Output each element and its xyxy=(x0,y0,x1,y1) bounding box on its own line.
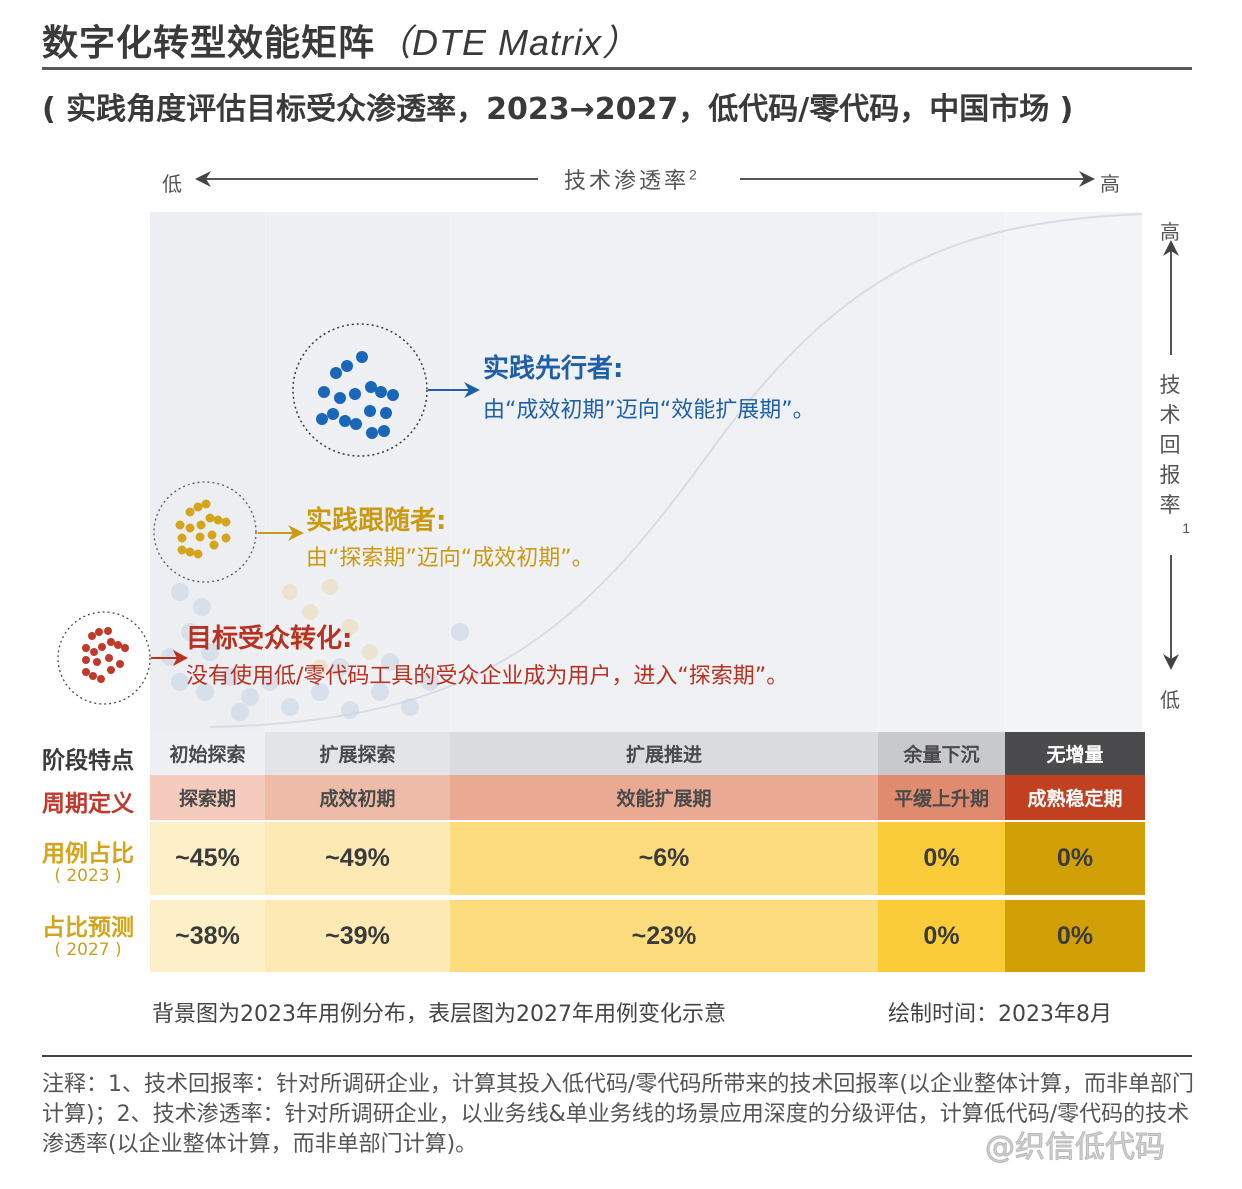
row-label-share-2027: 占比预测 xyxy=(42,915,134,941)
y-axis-down-arrow-icon xyxy=(1163,555,1179,670)
stage-cell-1: 初始探索 xyxy=(150,732,265,775)
page-subtitle: ( 实践角度评估目标受众渗透率，2023→2027，低代码/零代码，中国市场 ) xyxy=(42,92,1074,127)
drawn-time: 绘制时间：2023年8月 xyxy=(888,1002,1112,1027)
practice-followers-desc: 由“探索期”迈向“成效初期”。 xyxy=(306,546,594,571)
share-2023-cell-1: ~45% xyxy=(150,822,265,895)
s-curve xyxy=(161,213,1142,728)
period-cell-1: 探索期 xyxy=(150,775,265,820)
y-axis-up-arrow-icon xyxy=(1163,240,1179,355)
x-axis-label: 技术渗透率2 xyxy=(564,166,700,194)
practice-followers-title: 实践跟随者: xyxy=(306,506,447,536)
target-conversion-cluster-icon xyxy=(57,611,188,705)
share-2023-cell-2: ~49% xyxy=(265,822,450,895)
share-2027-cell-1: ~38% xyxy=(150,900,265,972)
x-axis-low-label: 低 xyxy=(162,172,182,196)
practice-leaders-desc: 由“成效初期”迈向“效能扩展期”。 xyxy=(483,398,815,423)
plot-band-mature xyxy=(1005,212,1142,732)
practice-followers-cluster-icon xyxy=(153,481,304,583)
matrix-plot-area xyxy=(150,212,1142,732)
share-2023-cell-3: ~6% xyxy=(450,822,878,895)
footnote-divider xyxy=(42,1055,1192,1057)
share-2027-cell-5: 0% xyxy=(1005,900,1145,972)
x-axis-high-label: 高 xyxy=(1100,172,1120,196)
stage-cell-3: 扩展推进 xyxy=(450,732,878,775)
watermark: @织信低代码 xyxy=(985,1130,1166,1166)
period-cell-5: 成熟稳定期 xyxy=(1005,775,1145,820)
share-2027-cell-3: ~23% xyxy=(450,900,878,972)
stage-cell-4: 余量下沉 xyxy=(878,732,1005,775)
x-axis-left-arrow-icon xyxy=(195,171,538,187)
period-cell-3: 效能扩展期 xyxy=(450,775,878,820)
period-cell-4: 平缓上升期 xyxy=(878,775,1005,820)
y-axis-high-label: 高 xyxy=(1160,220,1180,244)
y-axis-label: 技 术 回 报 率 1 xyxy=(1159,373,1191,536)
practice-leaders-cluster-icon xyxy=(292,323,480,457)
title-cn: 数字化转型效能矩阵 xyxy=(42,23,376,64)
practice-leaders-title: 实践先行者: xyxy=(483,354,624,384)
y-axis-low-label: 低 xyxy=(1160,688,1180,712)
stage-cell-5: 无增量 xyxy=(1005,732,1145,775)
x-axis-right-arrow-icon xyxy=(740,171,1095,187)
share-2027-cell-4: 0% xyxy=(878,900,1005,972)
page-title: 数字化转型效能矩阵（DTE Matrix） xyxy=(42,14,639,66)
period-cell-2: 成效初期 xyxy=(265,775,450,820)
plot-band-slow-rise xyxy=(878,212,1005,732)
share-2027-cell-2: ~39% xyxy=(265,900,450,972)
target-conversion-title: 目标受众转化: xyxy=(186,624,353,654)
title-divider xyxy=(42,67,1192,70)
target-conversion-desc: 没有使用低/零代码工具的受众企业成为用户，进入“探索期”。 xyxy=(186,664,789,689)
share-2023-cell-4: 0% xyxy=(878,822,1005,895)
stage-cell-2: 扩展探索 xyxy=(265,732,450,775)
plot-band-expansion xyxy=(450,212,878,732)
row-label-share-2027-year: ( 2027 ) xyxy=(54,940,122,960)
footnote: 注释：1、技术回报率：针对所调研企业，计算其投入低代码/零代码所带来的技术回报率… xyxy=(42,1072,1194,1157)
row-label-stage: 阶段特点 xyxy=(42,748,134,774)
chart-caption: 背景图为2023年用例分布，表层图为2027年用例变化示意 xyxy=(152,1002,726,1027)
row-label-period: 周期定义 xyxy=(42,791,134,817)
row-label-share-2023: 用例占比 xyxy=(42,841,134,867)
title-en: （DTE Matrix） xyxy=(375,22,640,63)
row-label-share-2023-year: ( 2023 ) xyxy=(54,866,122,886)
share-2023-cell-5: 0% xyxy=(1005,822,1145,895)
